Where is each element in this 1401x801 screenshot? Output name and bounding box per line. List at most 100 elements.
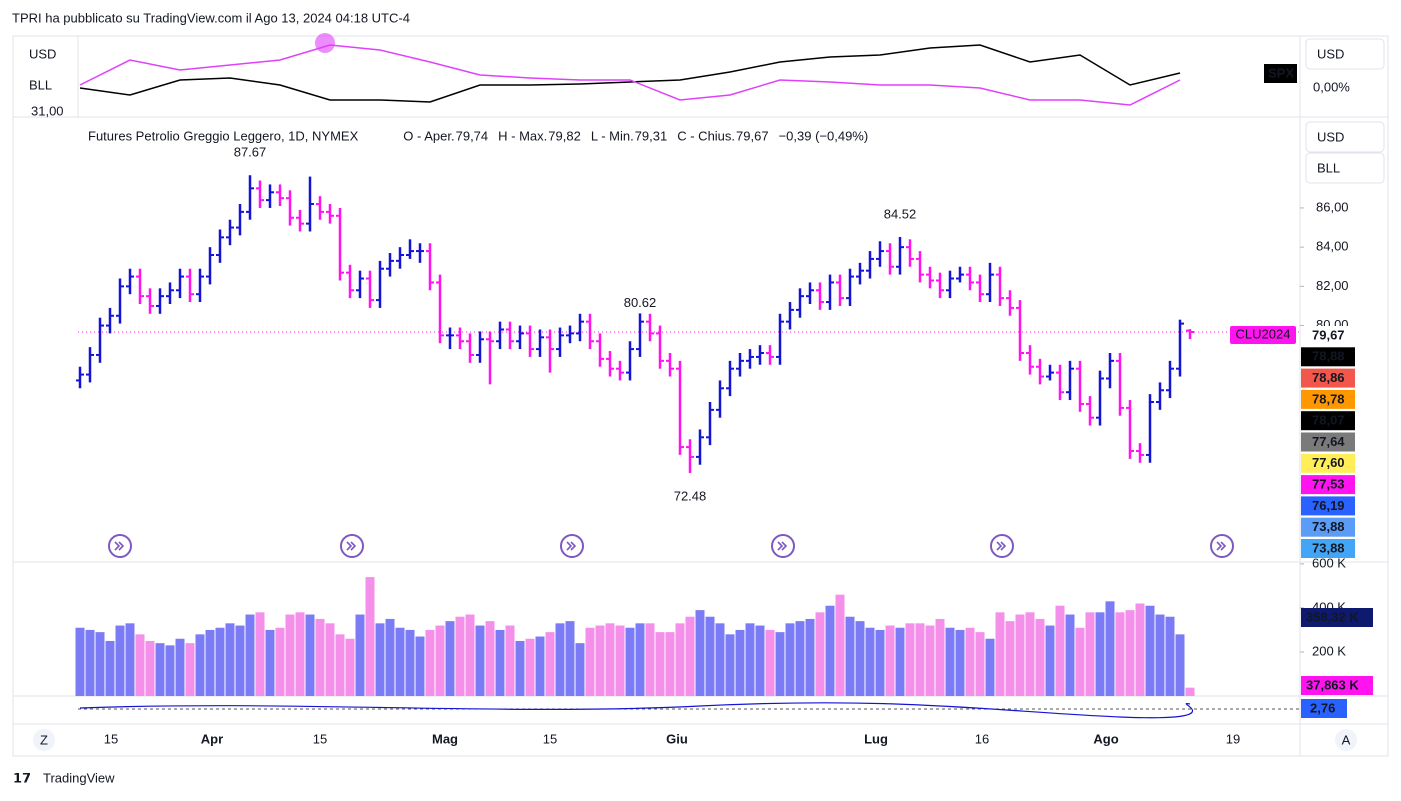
- event-arrow: [996, 541, 1007, 551]
- volume-bar: [1005, 621, 1015, 696]
- volume-bar: [265, 629, 275, 696]
- volume-bar: [215, 627, 225, 696]
- volume-bar: [175, 638, 185, 696]
- volume-bar: [135, 634, 145, 696]
- chart-title: Futures Petrolio Greggio Leggero, 1D, NY…: [88, 128, 359, 143]
- volume-bar: [185, 643, 195, 696]
- volume-bar: [1185, 687, 1195, 696]
- volume-bar: [475, 625, 485, 696]
- x-tick-label: 19: [1226, 731, 1240, 746]
- event-arrow: [346, 541, 357, 551]
- volume-bar: [105, 640, 115, 696]
- volume-bar: [1035, 618, 1045, 696]
- zero-label: 0,00%: [1313, 79, 1350, 94]
- volume-bar: [115, 625, 125, 696]
- volume-bar: [735, 629, 745, 696]
- volume-bar: [965, 627, 975, 696]
- event-arrow: [114, 541, 125, 551]
- scale-button[interactable]: [1335, 729, 1357, 751]
- legend-item: 79,74: [456, 128, 489, 143]
- x-tick-label: Mag: [432, 731, 458, 746]
- volume-bar: [1175, 634, 1185, 696]
- price-tag-label: 78,78: [1312, 391, 1345, 406]
- volume-bar: [795, 621, 805, 696]
- price-tag: [1301, 368, 1355, 388]
- scale-button-label: Z: [40, 732, 48, 747]
- unit-box: [1305, 152, 1385, 184]
- volume-bar: [515, 640, 525, 696]
- volume-bar: [1095, 612, 1105, 696]
- legend-item: L - Min.: [591, 128, 634, 143]
- volume-bar: [365, 577, 375, 696]
- unit-label: BLL: [29, 77, 52, 92]
- y-tick-label: 84,00: [1316, 239, 1349, 254]
- volume-bar: [1025, 612, 1035, 696]
- volume-bar: [885, 625, 895, 696]
- volume-bar: [725, 634, 735, 696]
- annotation: 84.52: [884, 206, 917, 221]
- price-tag: [1301, 539, 1355, 558]
- volume-bar: [755, 625, 765, 696]
- price-tag: [1301, 517, 1355, 537]
- volume-bar: [765, 629, 775, 696]
- unit-label: USD: [29, 46, 56, 61]
- price-tag-label: 76,19: [1312, 498, 1345, 513]
- legend-item: −0,39 (−0,49%): [779, 128, 869, 143]
- price-tag: [1301, 475, 1355, 495]
- volume-bar: [1155, 614, 1165, 696]
- legend-item: H - Max.: [498, 128, 547, 143]
- volume-bar: [865, 627, 875, 696]
- event-arrow: [566, 541, 577, 551]
- volume-bar: [495, 629, 505, 696]
- legend-item: C - Chius.: [677, 128, 735, 143]
- volume-bar: [645, 623, 655, 696]
- x-tick-label: Lug: [864, 731, 888, 746]
- price-tag-label: 78,07: [1312, 413, 1345, 428]
- volume-bar: [1045, 625, 1055, 696]
- volume-bar: [355, 614, 365, 696]
- volume-bar: [995, 612, 1005, 696]
- volume-bar: [805, 618, 815, 696]
- volume-bar: [675, 623, 685, 696]
- volume-bar: [585, 627, 595, 696]
- logo-mark: 𝟭𝟳: [13, 770, 31, 785]
- volume-bar: [155, 643, 165, 696]
- legend-item: 79,67: [736, 128, 769, 143]
- volume-bar: [305, 614, 315, 696]
- unit-label: BLL: [1317, 160, 1340, 175]
- price-tag-label: 78,86: [1312, 370, 1345, 385]
- price-tag-label: 73,88: [1312, 519, 1345, 534]
- annotation: 72.48: [674, 488, 707, 503]
- volume-bar: [205, 629, 215, 696]
- volume-bar: [285, 614, 295, 696]
- volume-bar: [545, 632, 555, 696]
- volume-bar: [525, 638, 535, 696]
- x-tick-label: Ago: [1093, 731, 1118, 746]
- volume-bar: [575, 643, 585, 696]
- price-tag: [1301, 326, 1355, 345]
- volume-bar: [925, 625, 935, 696]
- volume-bar: [225, 623, 235, 696]
- volume-bar: [485, 621, 495, 696]
- volume-bar: [165, 645, 175, 696]
- volume-bar: [605, 623, 615, 696]
- x-tick-label: 15: [313, 731, 327, 746]
- volume-bar: [425, 629, 435, 696]
- volume-bar: [665, 632, 675, 696]
- symbol-tag-label: CLU2024: [1236, 326, 1291, 341]
- volume-bar: [855, 621, 865, 696]
- frame: [12, 35, 1389, 757]
- volume-bar: [745, 623, 755, 696]
- volume-bar: [615, 625, 625, 696]
- x-tick-label: Apr: [201, 731, 223, 746]
- volume-bar: [825, 605, 835, 696]
- volume-bar: [705, 616, 715, 696]
- unit-box: [1306, 70, 1384, 100]
- volume-bar: [325, 623, 335, 696]
- axis-label: 31,00: [31, 103, 64, 118]
- volume-bar: [1165, 616, 1175, 696]
- scale-button[interactable]: [33, 729, 55, 751]
- volume-bar: [275, 627, 285, 696]
- y-tick-label: 600 K: [1312, 555, 1346, 570]
